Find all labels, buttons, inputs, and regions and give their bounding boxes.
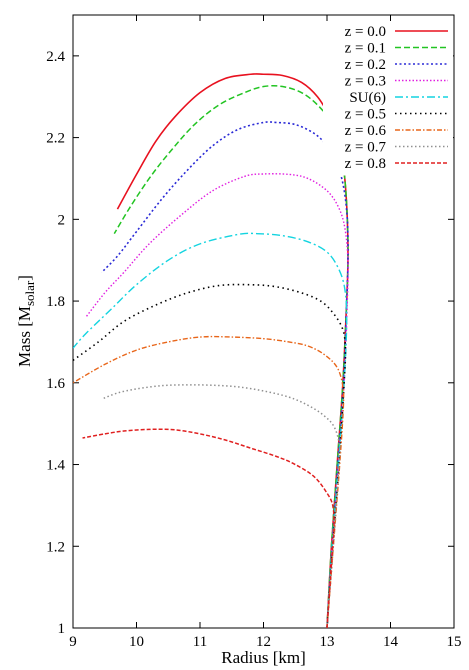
legend: z = 0.0z = 0.1z = 0.2z = 0.3SU(6)z = 0.5… <box>323 21 453 176</box>
legend-background <box>323 21 453 176</box>
y-tick-label: 1.2 <box>46 539 65 555</box>
tick-labels: 9 10 11 12 13 14 15 1 1.2 1.4 1.6 1.8 2 2.2 2.4 <box>46 49 461 650</box>
y-tick-label: 2 <box>58 212 66 228</box>
x-tick-label: 13 <box>320 634 335 650</box>
legend-label: z = 0.3 <box>345 74 386 90</box>
series-line-8 <box>101 384 341 628</box>
y-axis-label: Mass [Msolar] <box>15 275 37 367</box>
series-line-9 <box>82 428 335 628</box>
x-tick-label: 11 <box>193 634 207 650</box>
legend-label: z = 0.0 <box>345 24 386 40</box>
series-line-3 <box>100 121 349 628</box>
x-tick-label: 15 <box>447 634 462 650</box>
y-axis-label-main: Mass [M <box>15 306 34 367</box>
x-tick-label: 12 <box>256 634 271 650</box>
series-line-1 <box>116 73 349 628</box>
legend-label: z = 0.2 <box>345 57 386 73</box>
legend-label: z = 0.8 <box>345 156 386 172</box>
y-tick-label: 2.2 <box>46 131 65 147</box>
y-axis-label-subscript: solar <box>22 280 37 306</box>
y-tick-label: 1.6 <box>46 376 65 392</box>
series-line-7 <box>73 335 345 628</box>
x-tick-label: 9 <box>69 634 77 650</box>
x-axis-label: Radius [km] <box>221 648 306 667</box>
legend-label: z = 0.1 <box>345 41 386 57</box>
series-line-6 <box>73 283 347 628</box>
series-layer <box>73 73 349 628</box>
y-tick-label: 1 <box>58 621 66 637</box>
y-axis-label-close: ] <box>15 275 34 281</box>
legend-label: z = 0.5 <box>345 107 386 123</box>
legend-label: z = 0.6 <box>345 123 387 139</box>
x-tick-label: 14 <box>383 634 399 650</box>
legend-label: z = 0.7 <box>345 140 387 156</box>
legend-label: SU(6) <box>349 90 386 106</box>
y-tick-label: 1.4 <box>46 458 65 474</box>
series-line-5 <box>73 232 348 628</box>
y-tick-label: 1.8 <box>46 294 65 310</box>
x-tick-label: 10 <box>129 634 144 650</box>
series-line-2 <box>113 84 349 628</box>
y-tick-label: 2.4 <box>46 49 65 65</box>
